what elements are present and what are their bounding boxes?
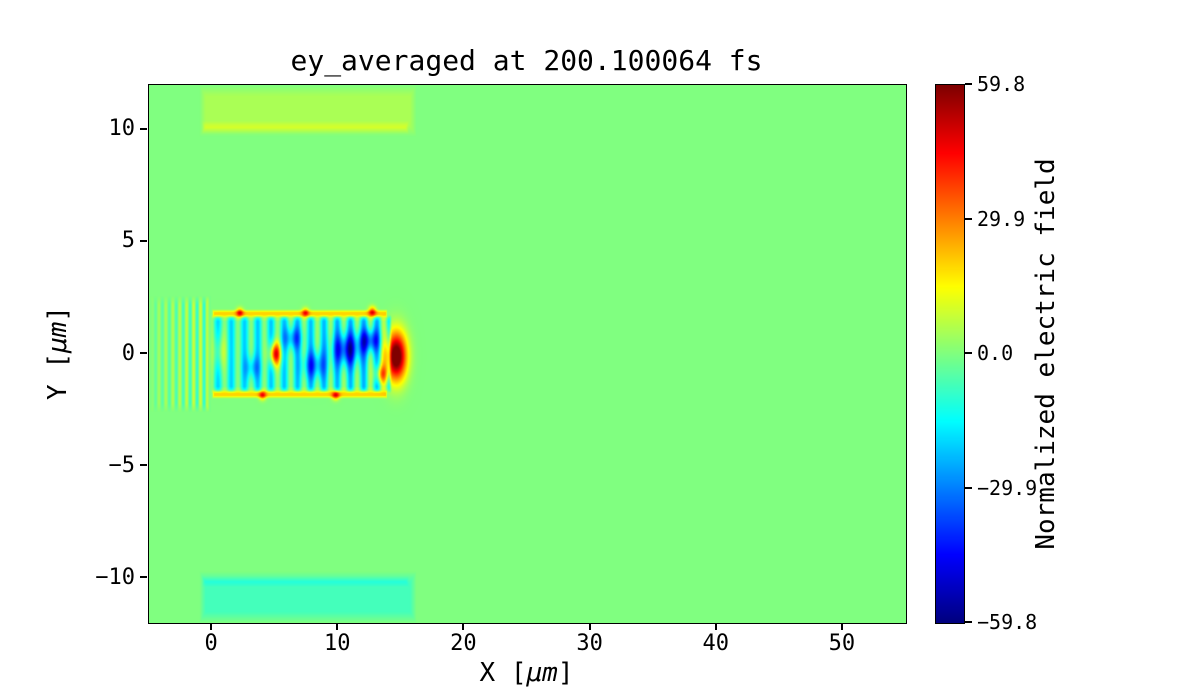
x-tick: 10 xyxy=(297,623,377,656)
colorbar-ticks: 59.8 29.9 0.0 −29.9 −59.8 xyxy=(965,72,1095,634)
plot-area xyxy=(148,84,907,624)
y-tick-mark xyxy=(140,464,147,467)
colorbar-tick: 0.0 xyxy=(965,339,1013,367)
colorbar xyxy=(935,84,965,624)
colorbar-label: Normalized electric field xyxy=(1031,158,1061,550)
y-tick-label: 0 xyxy=(121,340,135,366)
colorbar-tick: 59.8 xyxy=(965,70,1025,98)
colorbar-tick: 29.9 xyxy=(965,205,1025,233)
y-axis-label: Y [μm] xyxy=(43,83,73,623)
y-tick-label: −5 xyxy=(108,452,136,478)
colorbar-tick-mark xyxy=(965,83,972,85)
y-axis-label-suffix: ] xyxy=(43,306,73,322)
y-axis-label-prefix: Y [ xyxy=(43,353,73,400)
x-tick: 40 xyxy=(676,623,756,656)
y-tick-mark xyxy=(140,576,147,579)
colorbar-tick-mark xyxy=(965,621,972,623)
y-tick-label: 10 xyxy=(108,116,136,142)
heatmap-canvas xyxy=(149,85,906,623)
x-tick-label: 30 xyxy=(576,631,603,656)
colorbar-tick-label: −29.9 xyxy=(977,475,1038,500)
colorbar-tick-mark xyxy=(965,486,972,489)
colorbar-gradient-canvas xyxy=(936,85,964,623)
x-tick: 20 xyxy=(423,623,503,656)
x-tick-mark xyxy=(462,623,465,630)
x-tick: 30 xyxy=(550,623,630,656)
y-axis-unit: μm xyxy=(43,321,73,353)
x-tick-label: 40 xyxy=(702,631,730,656)
x-tick-label: 10 xyxy=(324,631,351,656)
x-tick: 0 xyxy=(171,623,251,656)
x-tick-mark xyxy=(210,623,213,630)
x-tick-mark xyxy=(336,623,339,630)
y-tick: −10 xyxy=(0,563,147,591)
colorbar-tick-label: 59.8 xyxy=(977,72,1026,96)
y-tick: 5 xyxy=(0,227,147,255)
y-tick-label: 5 xyxy=(121,228,135,254)
y-tick: 10 xyxy=(0,115,147,143)
colorbar-tick: −59.8 xyxy=(965,608,1037,636)
colorbar-tick-mark xyxy=(965,217,972,220)
colorbar-tick-label: −59.8 xyxy=(977,610,1038,634)
x-axis-unit: μm xyxy=(526,658,558,688)
y-tick-label: −10 xyxy=(95,564,135,590)
y-tick-mark xyxy=(140,127,147,130)
x-tick-mark xyxy=(714,623,717,630)
y-tick-mark xyxy=(140,239,147,242)
x-axis-ticks: 0 10 20 30 40 50 xyxy=(148,623,905,668)
x-tick: 50 xyxy=(802,623,882,656)
x-axis-label: X [μm] xyxy=(148,658,905,688)
y-tick-mark xyxy=(140,352,147,354)
x-tick-label: 0 xyxy=(204,631,218,656)
x-tick-mark xyxy=(588,623,591,630)
x-axis-label-prefix: X [ xyxy=(479,658,527,688)
x-tick-mark xyxy=(840,623,843,630)
chart-title: ey_averaged at 200.100064 fs xyxy=(290,44,763,77)
colorbar-tick-label: 0.0 xyxy=(977,341,1014,365)
x-axis-label-suffix: ] xyxy=(557,658,574,688)
x-tick-label: 50 xyxy=(828,631,856,656)
y-axis-ticks: 10 5 0 −5 −10 xyxy=(0,84,147,622)
y-tick: −5 xyxy=(0,451,147,479)
colorbar-tick-mark xyxy=(965,352,972,354)
colorbar-tick: −29.9 xyxy=(965,474,1037,502)
y-tick: 0 xyxy=(0,339,147,367)
colorbar-tick-label: 29.9 xyxy=(977,206,1026,231)
x-tick-label: 20 xyxy=(450,631,477,656)
